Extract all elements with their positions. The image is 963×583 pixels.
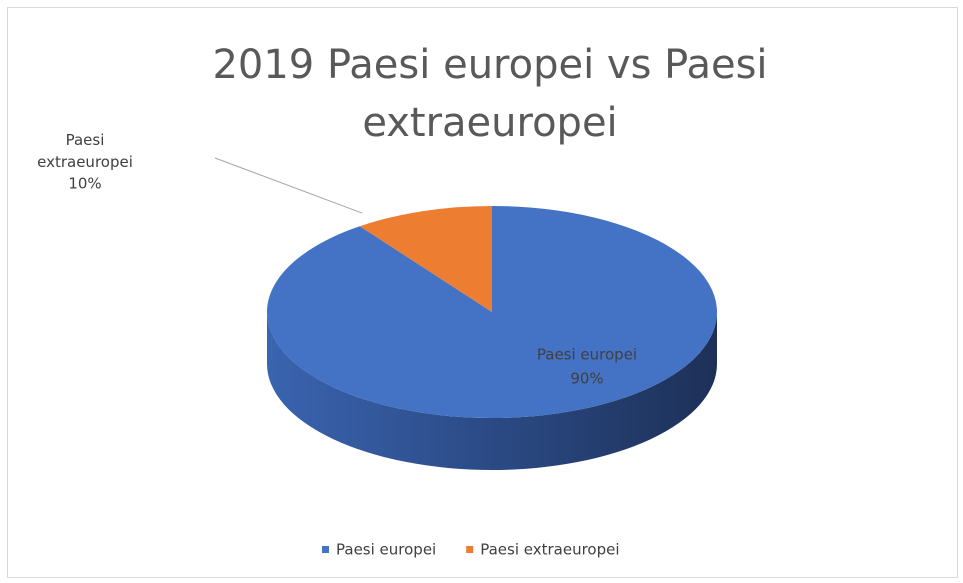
data-label: Paesi extraeuropei 10% (37, 131, 133, 193)
data-label: Paesi europei 90% (537, 346, 637, 388)
legend-swatch (322, 546, 329, 553)
legend-label: Paesi extraeuropei (480, 541, 619, 559)
data-label-name: Paesi extraeuropei (37, 131, 133, 171)
pie-slice (267, 206, 718, 418)
pie-slice (359, 206, 492, 312)
legend-swatch (466, 546, 474, 553)
legend-label: Paesi europei (336, 541, 436, 559)
chart-title: 2019 Paesi europei vs Paesi extraeuropei (212, 42, 768, 146)
data-label-name: Paesi europei (537, 346, 637, 364)
pie-side (267, 312, 717, 470)
leader-line (214, 157, 363, 214)
data-label-value: 10% (68, 175, 101, 193)
legend: Paesi europei Paesi extraeuropei (322, 541, 620, 559)
data-label-value: 90% (570, 370, 603, 388)
chart-border (7, 7, 958, 578)
